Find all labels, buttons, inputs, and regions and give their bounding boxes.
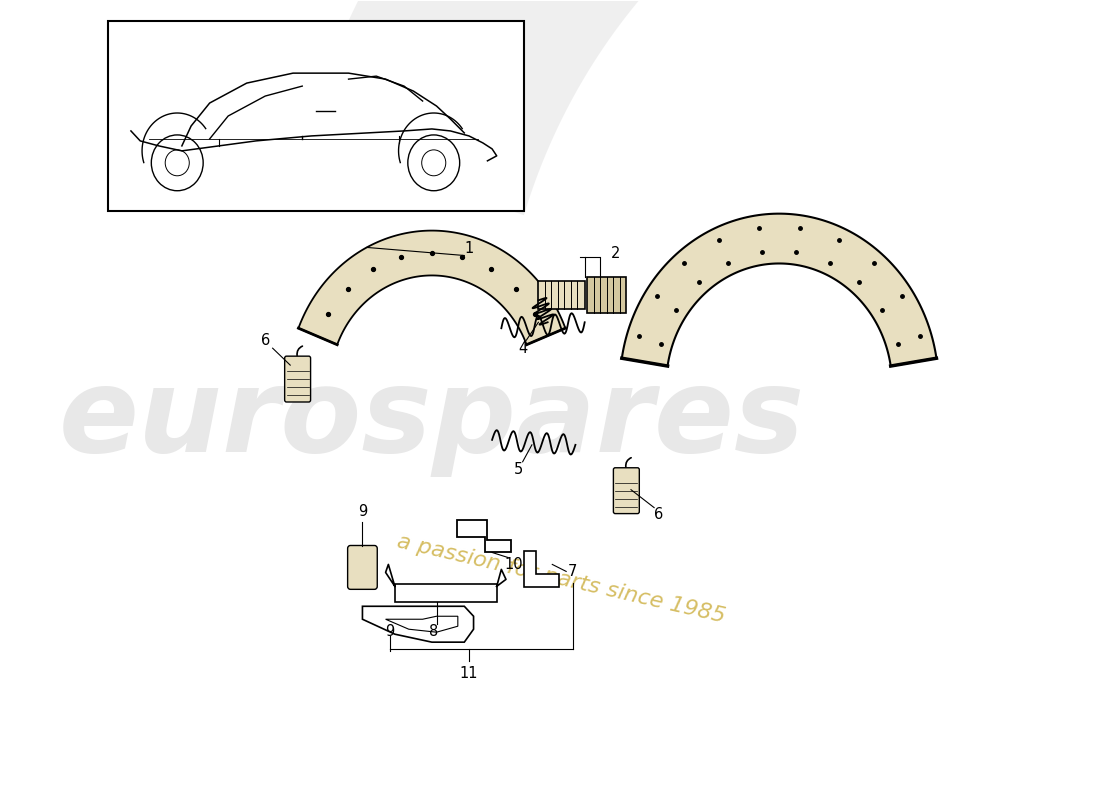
Bar <box>395 584 497 602</box>
Polygon shape <box>621 214 936 366</box>
Text: 1: 1 <box>464 241 474 256</box>
Bar <box>587 278 626 314</box>
Text: 9: 9 <box>358 504 367 519</box>
Text: 10: 10 <box>504 557 522 572</box>
Text: 6: 6 <box>261 333 270 348</box>
Text: 9: 9 <box>386 624 395 638</box>
Polygon shape <box>525 551 559 587</box>
Text: 2: 2 <box>610 246 620 261</box>
Polygon shape <box>298 230 565 345</box>
FancyBboxPatch shape <box>348 546 377 590</box>
Text: eurospares: eurospares <box>58 362 805 478</box>
Text: 7: 7 <box>568 564 578 579</box>
FancyBboxPatch shape <box>285 356 310 402</box>
Polygon shape <box>362 606 474 642</box>
Text: a passion for parts since 1985: a passion for parts since 1985 <box>395 532 728 627</box>
Polygon shape <box>456 519 510 553</box>
Polygon shape <box>386 616 458 632</box>
Polygon shape <box>304 0 966 215</box>
Bar <box>108 22 525 210</box>
Text: 8: 8 <box>429 624 439 638</box>
Text: 4: 4 <box>518 341 527 356</box>
FancyBboxPatch shape <box>614 468 639 514</box>
Text: 6: 6 <box>654 507 663 522</box>
Text: 11: 11 <box>460 666 478 681</box>
Text: 5: 5 <box>515 462 524 478</box>
Bar <box>538 282 585 310</box>
